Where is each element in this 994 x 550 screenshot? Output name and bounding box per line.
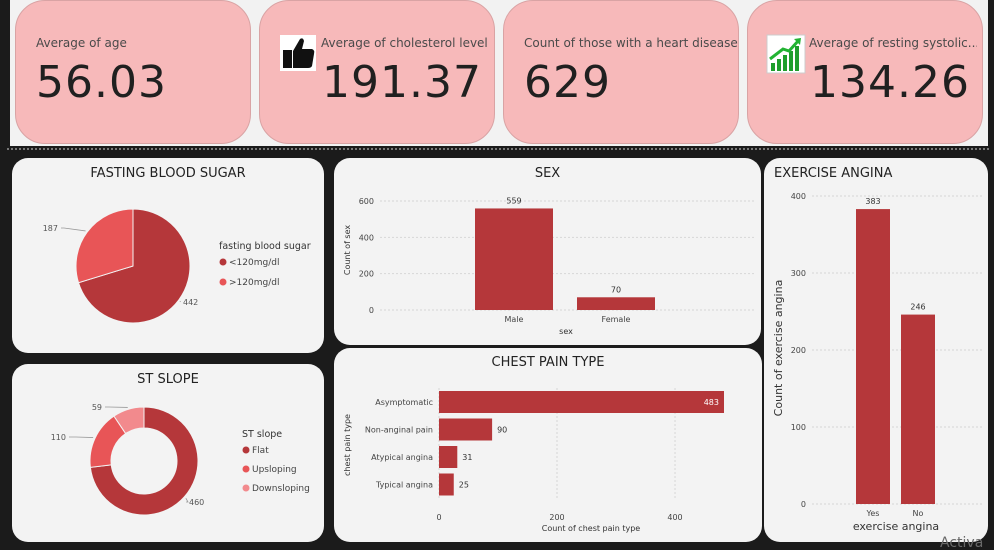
- data-label: 59: [92, 403, 102, 412]
- pie-slice: [89, 406, 199, 516]
- chart-title: EXERCISE ANGINA: [774, 166, 893, 181]
- x-axis-title: Count of chest pain type: [542, 524, 641, 533]
- tick-label: 400: [359, 233, 374, 242]
- legend-label: Downsloping: [252, 484, 310, 494]
- tick-label: 100: [791, 423, 806, 432]
- tick-label: 200: [359, 270, 374, 279]
- kpi-card-resting-bp[interactable]: Average of resting systolic... 134.26: [747, 0, 983, 144]
- kpi-label: Average of resting systolic...: [809, 36, 977, 50]
- leader-line: [185, 498, 189, 503]
- category-label: Asymptomatic: [375, 398, 433, 407]
- data-label: 246: [910, 303, 925, 312]
- legend-label: Flat: [252, 446, 269, 456]
- angina-chart[interactable]: 0 100 200 300 400 383 Yes 246 No exercise angina C…: [764, 158, 988, 542]
- legend-swatch: [242, 465, 250, 473]
- kpi-value: 629: [524, 57, 611, 108]
- category-label: Yes: [866, 509, 880, 518]
- data-label: 31: [462, 453, 472, 462]
- bar: [475, 208, 553, 310]
- fbs-panel[interactable]: FASTING BLOOD SUGAR 442 187 fasting blood …: [12, 158, 324, 353]
- category-label: Male: [505, 315, 524, 324]
- bar: [901, 314, 935, 504]
- tick-label: 400: [791, 192, 806, 201]
- y-axis-title: Count of sex: [343, 225, 352, 276]
- bar: [577, 297, 655, 310]
- tick-label: 0: [369, 306, 374, 315]
- data-label: 483: [704, 398, 719, 407]
- angina-panel[interactable]: EXERCISE ANGINA 0 100 200 300 400 383 Yes 246 No…: [764, 158, 988, 542]
- data-label: 25: [459, 481, 469, 490]
- kpi-label: Count of those with a heart disease: [524, 36, 738, 50]
- data-label: 110: [51, 433, 66, 442]
- tick-label: 400: [667, 513, 682, 522]
- kpi-label: Average of age: [36, 36, 127, 50]
- bar: [439, 473, 454, 496]
- kpi-card-heart-disease[interactable]: Count of those with a heart disease 629: [503, 0, 739, 144]
- legend-swatch: [242, 484, 250, 492]
- leader-line: [69, 436, 94, 438]
- y-axis-title: chest pain type: [343, 414, 352, 476]
- pie-slice: [77, 208, 191, 324]
- tick-label: 0: [436, 513, 441, 522]
- kpi-label: Average of cholesterol level: [321, 36, 488, 50]
- chest-panel[interactable]: CHEST PAIN TYPE 0 200 400 Asymptomatic 483 No…: [334, 348, 762, 542]
- bar: [439, 391, 724, 413]
- x-axis-title: exercise angina: [853, 520, 939, 533]
- legend-label: Upsloping: [252, 465, 297, 475]
- tick-label: 0: [801, 500, 806, 509]
- kpi-value: 191.37: [322, 57, 482, 108]
- slope-panel[interactable]: ST SLOPE 460 110 59 ST slope Flat Upsloping Do…: [12, 364, 324, 542]
- bar: [439, 418, 493, 441]
- chart-title: CHEST PAIN TYPE: [491, 355, 605, 370]
- growth-chart-icon: [766, 34, 806, 74]
- legend-label: >120mg/dl: [229, 278, 279, 288]
- data-label: 90: [497, 426, 507, 435]
- chart-title: SEX: [534, 166, 561, 181]
- y-axis-title: Count of exercise angina: [772, 280, 785, 417]
- category-label: Non-anginal pain: [365, 426, 433, 435]
- tick-label: 200: [549, 513, 564, 522]
- pie-slice: [75, 208, 134, 284]
- data-label: 383: [865, 197, 880, 206]
- watermark-text: Activa: [940, 535, 984, 550]
- category-label: Atypical angina: [371, 453, 433, 462]
- category-label: Female: [602, 315, 631, 324]
- data-label: 187: [43, 224, 58, 233]
- data-label: 460: [189, 498, 204, 507]
- category-label: Typical angina: [375, 481, 433, 490]
- kpi-card-age[interactable]: Average of age 56.03: [15, 0, 251, 144]
- chart-title: FASTING BLOOD SUGAR: [90, 166, 246, 181]
- slope-chart[interactable]: 460 110 59 ST slope Flat Upsloping Downsloping: [12, 364, 324, 542]
- kpi-value: 56.03: [36, 57, 167, 108]
- x-axis-title: sex: [559, 327, 573, 336]
- legend-swatch: [219, 278, 227, 286]
- legend-label: <120mg/dl: [229, 258, 279, 268]
- bar: [439, 446, 458, 468]
- data-label: 70: [611, 285, 621, 294]
- legend-swatch: [242, 446, 250, 454]
- kpi-card-cholesterol[interactable]: Average of cholesterol level 191.37: [259, 0, 495, 144]
- bar: [856, 209, 890, 504]
- chest-chart[interactable]: 0 200 400 Asymptomatic 483 Non-anginal pain 90…: [334, 348, 762, 542]
- data-label: 442: [183, 298, 198, 307]
- fbs-chart[interactable]: 442 187 fasting blood sugar <120mg/dl >120mg…: [12, 158, 324, 353]
- legend-title: ST slope: [242, 429, 282, 440]
- category-label: No: [913, 509, 924, 518]
- legend-title: fasting blood sugar: [219, 241, 311, 252]
- divider: [7, 148, 989, 150]
- tick-label: 600: [359, 197, 374, 206]
- data-label: 559: [506, 196, 521, 205]
- chart-title: ST SLOPE: [137, 372, 199, 387]
- thumbs-up-icon: [280, 35, 316, 71]
- sex-chart[interactable]: 0 200 400 600 559 Male 70 Female sex Count of sex: [334, 158, 761, 345]
- tick-label: 300: [791, 269, 806, 278]
- sex-panel[interactable]: SEX 0 200 400 600 559 Male 70 Female sex Count of…: [334, 158, 761, 345]
- kpi-value: 134.26: [810, 57, 970, 108]
- tick-label: 200: [791, 346, 806, 355]
- legend-swatch: [219, 258, 227, 266]
- leader-line: [61, 227, 86, 232]
- pie-slice: [113, 406, 145, 435]
